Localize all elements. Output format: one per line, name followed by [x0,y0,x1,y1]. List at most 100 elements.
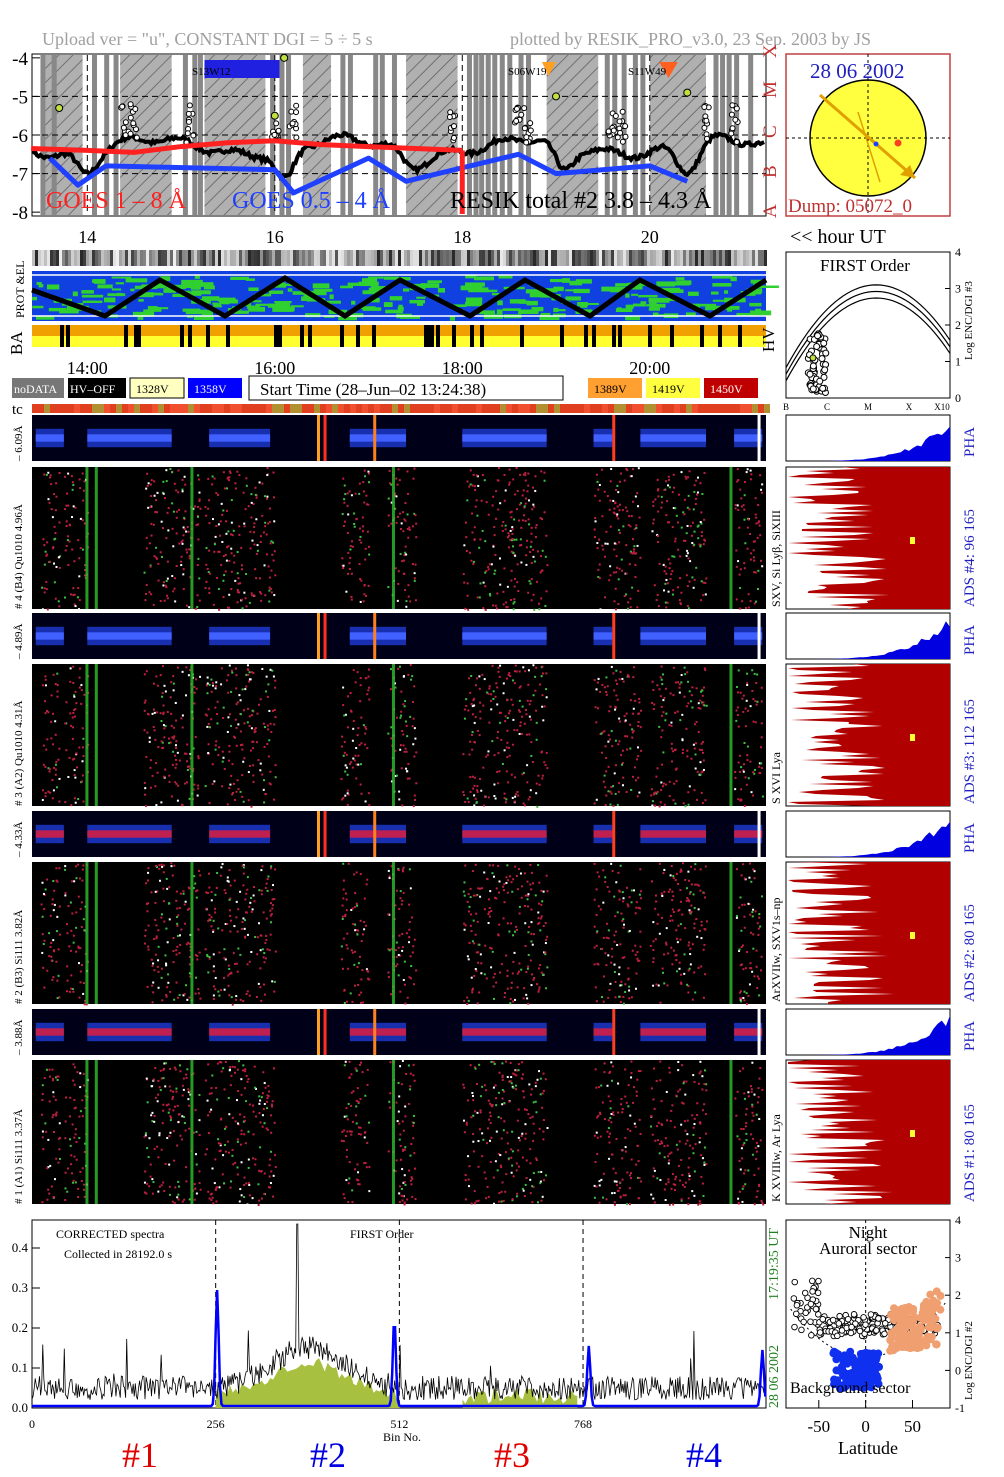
fo-ytick-label: 1 [955,355,961,369]
resik-spike-point [127,101,134,108]
fo-ytick-label: 2 [955,318,961,332]
orbit-point [798,1326,805,1334]
legend-1419-text: 1419V [652,382,685,396]
orbit-track [819,93,916,180]
region-marker [659,62,678,78]
legend-nodata-text: noDATA [14,382,57,396]
resik-spike-point [527,120,534,127]
fo-point [809,362,817,370]
orbit-point-blue [857,1350,866,1359]
ads-fill [788,1060,950,1204]
region-marker [541,62,557,76]
channel-4: – 6.09Å # 4 (B4) Qu1010 4.96Å SXV, Si Lyβ,… [13,414,978,611]
resik-spike-point [729,102,736,109]
orbit-point-orange [926,1317,935,1326]
channel-pha-title: PHA [962,427,978,457]
resik-spike-point [450,123,457,130]
resik-spike-point [273,120,280,127]
resik-spike-point [513,105,520,112]
resik-spike-point [703,135,710,142]
spectra-xtick-label: 256 [207,1417,225,1431]
resik-spike-point [190,132,197,139]
fo-curve [785,284,951,368]
orbit-bottom-label: Background sector [790,1380,911,1397]
resik-spike-point [733,105,740,112]
orbit-point [860,1314,867,1321]
resik-spike-point [132,105,139,112]
goes-class-letter: C [760,125,781,138]
orbit-point [881,1320,889,1327]
fo-point [814,332,822,340]
orbit-point-blue [846,1356,855,1365]
channel-3: – 4.89Å # 3 (A2) Qu1010 4.31Å S XVI Lya ADS… [13,612,978,808]
ads-marker [910,1130,915,1137]
orbit-point [814,1289,822,1297]
channel-lines-label: S XVI Lya [769,751,783,804]
spectra-channel-label: #3 [494,1435,530,1475]
orbit-title-2: Auroral sector [819,1239,917,1258]
resik-spike-point [521,105,528,112]
spectra-panel: CORRECTED spectra Collected in 28192.0 s… [12,1219,782,1475]
resik-spike-point [120,124,127,131]
fo-point [821,366,829,374]
legend-1328-text: 1328V [136,382,169,396]
hour-axis: 14 16 18 20 [78,227,658,247]
channel-lines-label: ArXVIIw, SXV1s–np [769,897,783,1002]
orbit-point-orange [890,1310,899,1319]
resik-spike-point [130,120,137,127]
orbit-xtick-label: 0 [861,1417,870,1436]
time-tick-label: 14:00 [67,358,108,378]
orbit-point-orange [895,1315,904,1324]
orbit-point-blue [830,1375,839,1384]
orbit-point-blue [858,1358,867,1367]
orbit-point [835,1320,843,1327]
resik-spike-point [122,119,129,126]
fo-point [813,343,821,351]
channel-pha-title: PHA [962,823,978,853]
channel-lines-label: SXV, Si Lyβ, SiXIII [769,510,783,607]
hv-label: HV [759,327,778,352]
fo-point [809,385,817,393]
goes-short-label: GOES 0.5 – 4 Å [232,188,391,214]
flare-peak-point [280,53,289,62]
orbit-ylabel: Log ENC/DGI #2 [963,1321,975,1400]
fo-xtick-label: B [783,402,789,412]
spectra-xtick-label: 0 [29,1417,35,1431]
orbit-point-orange [909,1304,918,1313]
orbit-point [844,1315,852,1323]
resik-spike-point [186,102,193,109]
spectra-channel-label: #2 [310,1435,346,1475]
goes-ytick-label: -4 [12,49,28,70]
ads-marker [910,537,915,544]
orbit-point-orange [923,1299,932,1308]
pha-fill [786,1015,950,1055]
orbit-point [815,1277,822,1285]
resik-spike-point [185,110,192,117]
fo-point [818,355,826,363]
status-strips [31,250,779,347]
resik-spike-point [293,109,300,116]
header-left: Upload ver = "u", CONSTANT DGI = 5 ÷ 5 s [42,29,373,49]
resik-spike-point [728,130,735,137]
channel-lines-label: K XVIIIw, Ar Lya [769,1113,783,1202]
resik-spike-point [733,138,740,145]
channel-pha-title: PHA [962,625,978,655]
orbit-xtick-label: 50 [904,1417,921,1436]
channel-pha-label: – 4.33Å [13,822,25,859]
spectra-xtick-label: 768 [574,1417,592,1431]
first-order-title: FIRST Order [820,256,910,275]
region-box [204,60,280,78]
start-time-box [248,375,564,401]
resik-spike-point [728,111,735,118]
resik-spike-point [610,127,617,134]
spectra-order: FIRST Order [350,1227,413,1241]
orbit-point [867,1311,875,1318]
orbit-point [802,1309,809,1317]
ads-marker [910,734,915,741]
orbit-point [838,1327,846,1334]
resik-spike-point [271,131,278,138]
channel-ads-label: ADS #2: 80 165 [962,904,978,1002]
orbit-point-orange [902,1305,911,1314]
orbit-ytick-label: -1 [955,1401,965,1415]
resik-spike-point [605,128,612,135]
